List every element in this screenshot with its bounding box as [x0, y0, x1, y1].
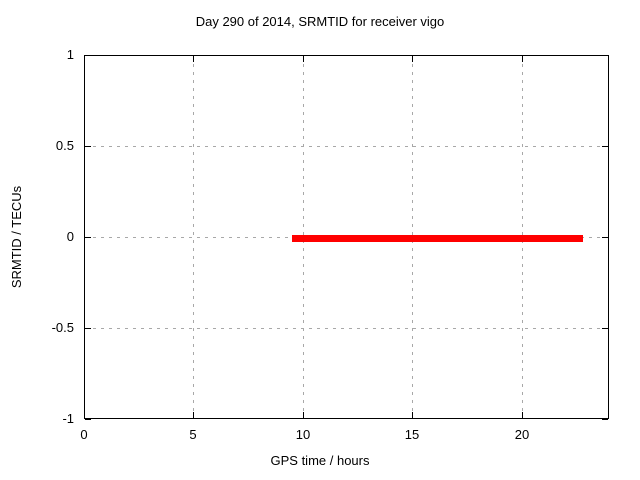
x-tick-label: 5: [189, 427, 197, 442]
x-tick-bottom: [522, 412, 523, 418]
y-tick-label: -0.5: [51, 320, 74, 335]
x-tick-top: [522, 56, 523, 62]
gridline-x: [193, 56, 194, 418]
y-tick-label: -1: [62, 411, 74, 426]
series-line-srmtid: [292, 235, 583, 242]
x-tick-bottom: [193, 412, 194, 418]
y-tick-right: [602, 55, 608, 56]
y-tick-left: [85, 419, 91, 420]
y-tick-label: 0: [66, 229, 74, 244]
x-tick-top: [412, 56, 413, 62]
x-axis-label: GPS time / hours: [270, 453, 370, 468]
gridline-y: [85, 146, 608, 147]
y-tick-left: [85, 146, 91, 147]
x-tick-bottom: [412, 412, 413, 418]
x-tick-bottom: [84, 412, 85, 418]
chart-title: Day 290 of 2014, SRMTID for receiver vig…: [195, 14, 445, 29]
plot-area: [84, 55, 609, 419]
y-tick-label: 0.5: [55, 138, 74, 153]
x-tick-top: [84, 56, 85, 62]
y-tick-label: 1: [66, 47, 74, 62]
x-tick-label: 0: [80, 427, 88, 442]
y-tick-right: [602, 146, 608, 147]
x-tick-top: [193, 56, 194, 62]
x-tick-label: 20: [514, 427, 530, 442]
y-tick-left: [85, 55, 91, 56]
y-tick-right: [602, 328, 608, 329]
y-tick-left: [85, 328, 91, 329]
y-axis-label: SRMTID / TECUs: [9, 185, 24, 289]
y-tick-right: [602, 419, 608, 420]
y-tick-left: [85, 237, 91, 238]
x-tick-top: [303, 56, 304, 62]
x-tick-bottom: [303, 412, 304, 418]
x-tick-label: 15: [404, 427, 420, 442]
x-tick-label: 10: [295, 427, 311, 442]
y-tick-right: [602, 237, 608, 238]
gridline-y: [85, 328, 608, 329]
